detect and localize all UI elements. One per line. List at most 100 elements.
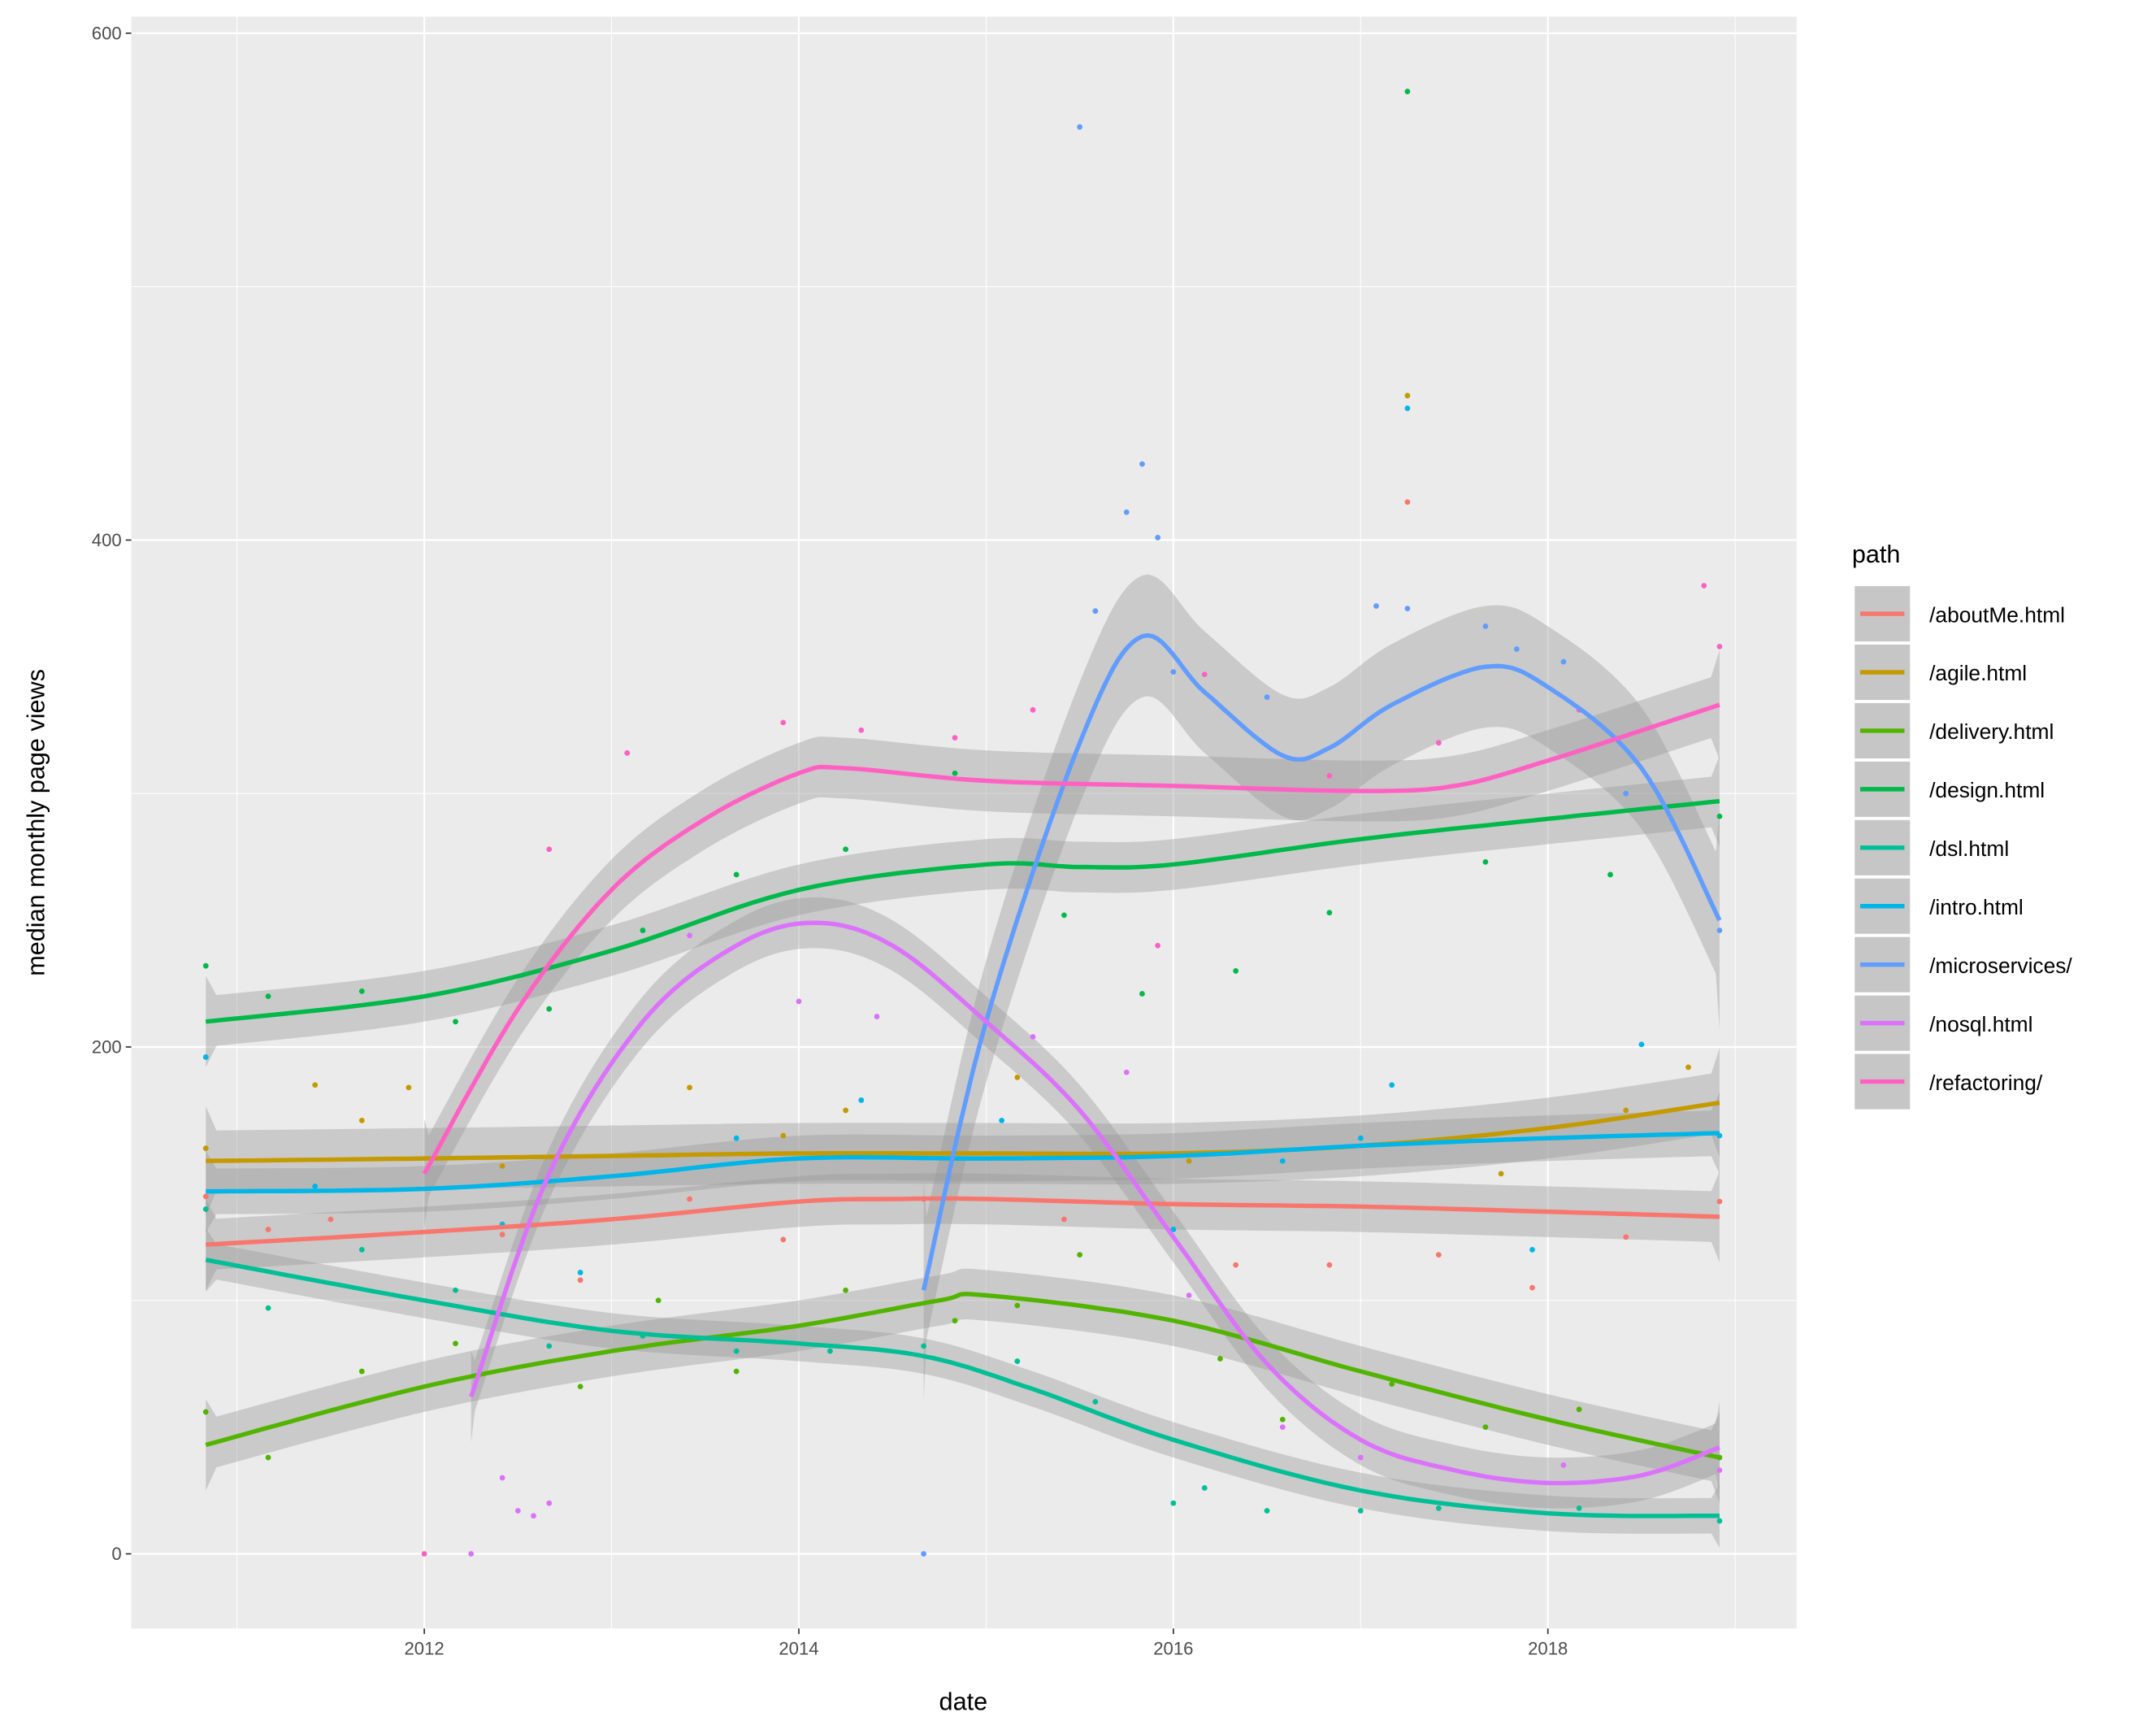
smooth-line xyxy=(205,1292,1720,1460)
data-point xyxy=(499,1163,505,1169)
data-point xyxy=(1092,608,1099,615)
ci-ribbon xyxy=(206,1171,1720,1291)
data-point xyxy=(1264,1508,1270,1514)
data-point xyxy=(499,1475,505,1481)
data-point xyxy=(1357,1508,1364,1514)
data-point xyxy=(1435,1505,1442,1511)
data-point xyxy=(1716,1198,1723,1205)
data-point xyxy=(1576,1406,1582,1413)
data-point xyxy=(453,1340,458,1347)
data-point xyxy=(1435,740,1442,746)
legend-label: /delivery.html xyxy=(1929,719,2054,744)
data-point xyxy=(546,846,553,853)
data-point xyxy=(1498,1171,1504,1177)
data-point xyxy=(1404,606,1411,611)
data-point xyxy=(1123,1069,1130,1075)
legend-title: path xyxy=(1852,541,1901,568)
data-point xyxy=(655,1297,662,1304)
data-point xyxy=(1279,1416,1286,1423)
data-point xyxy=(780,1132,787,1139)
data-point xyxy=(1607,871,1613,878)
data-point xyxy=(640,927,646,933)
ci-ribbon xyxy=(206,1092,1720,1233)
data-point xyxy=(1139,461,1145,467)
data-point xyxy=(358,1117,365,1123)
data-point xyxy=(858,727,865,733)
data-point xyxy=(1389,1381,1395,1388)
data-point xyxy=(1576,1505,1582,1511)
data-point xyxy=(1155,534,1161,541)
data-point xyxy=(1217,1356,1223,1362)
legend-label: /agile.html xyxy=(1929,661,2027,685)
data-point xyxy=(358,988,365,994)
data-point xyxy=(1092,1399,1099,1405)
data-point xyxy=(1123,509,1130,515)
data-point xyxy=(858,1097,865,1103)
data-point xyxy=(921,1551,926,1557)
data-point xyxy=(1233,1262,1239,1268)
data-point xyxy=(1685,1064,1691,1071)
data-point xyxy=(1186,1292,1192,1298)
data-point xyxy=(1077,1252,1083,1258)
data-point xyxy=(546,1006,553,1012)
data-point xyxy=(1186,1158,1192,1164)
legend-label: /nosql.html xyxy=(1929,1012,2032,1036)
data-point xyxy=(1623,1107,1629,1114)
data-point xyxy=(546,1500,553,1506)
data-point xyxy=(733,1348,740,1354)
gridlines xyxy=(131,16,1797,1629)
data-point xyxy=(406,1084,412,1091)
data-point xyxy=(1030,1034,1036,1040)
data-point xyxy=(1233,968,1239,974)
data-point xyxy=(1482,1424,1489,1431)
ci-ribbon xyxy=(206,1048,1720,1216)
data-point xyxy=(1404,405,1411,411)
data-point xyxy=(1373,603,1379,609)
data-point xyxy=(421,1551,427,1557)
data-point xyxy=(780,719,787,726)
x-tick-label: 2014 xyxy=(779,1639,818,1659)
legend-label: /intro.html xyxy=(1929,895,2024,919)
data-point xyxy=(952,1318,958,1324)
data-point xyxy=(1326,910,1333,916)
data-point xyxy=(1014,1302,1021,1309)
data-point xyxy=(952,770,958,776)
y-tick-label: 400 xyxy=(92,530,122,550)
data-point xyxy=(1716,927,1723,933)
data-point xyxy=(921,1343,926,1349)
data-point xyxy=(1279,1158,1286,1164)
data-point xyxy=(874,1014,880,1019)
data-point xyxy=(1279,1424,1286,1431)
data-point xyxy=(358,1368,365,1375)
x-axis-title: date xyxy=(939,1688,988,1716)
smooth-line xyxy=(205,1258,1720,1518)
data-point xyxy=(1357,1135,1364,1141)
data-point xyxy=(999,1117,1005,1123)
data-point xyxy=(1529,1284,1535,1291)
data-point xyxy=(1716,1467,1723,1474)
x-tick-label: 2016 xyxy=(1153,1639,1193,1659)
data-point xyxy=(1435,1252,1442,1258)
data-point xyxy=(312,1184,319,1189)
ci-ribbon xyxy=(206,755,1720,1067)
data-point xyxy=(577,1384,583,1390)
data-point xyxy=(202,1054,209,1060)
y-axis-title: median monthly page views xyxy=(22,669,50,976)
smooth-line xyxy=(422,702,1720,1175)
data-point xyxy=(202,1193,209,1200)
ci-ribbon xyxy=(923,574,1720,1400)
legend-label: /refactoring/ xyxy=(1929,1071,2043,1095)
data-point xyxy=(733,1135,740,1141)
data-point xyxy=(1716,643,1723,649)
legend-label: /design.html xyxy=(1929,778,2045,802)
data-point xyxy=(1170,1227,1177,1232)
data-point xyxy=(499,1232,505,1238)
data-point xyxy=(1623,1234,1629,1240)
data-point xyxy=(202,1145,209,1152)
smooth-line xyxy=(469,920,1720,1486)
data-point xyxy=(328,1216,334,1223)
data-point xyxy=(312,1082,319,1088)
data-point xyxy=(1014,1074,1021,1080)
data-point xyxy=(202,962,209,969)
